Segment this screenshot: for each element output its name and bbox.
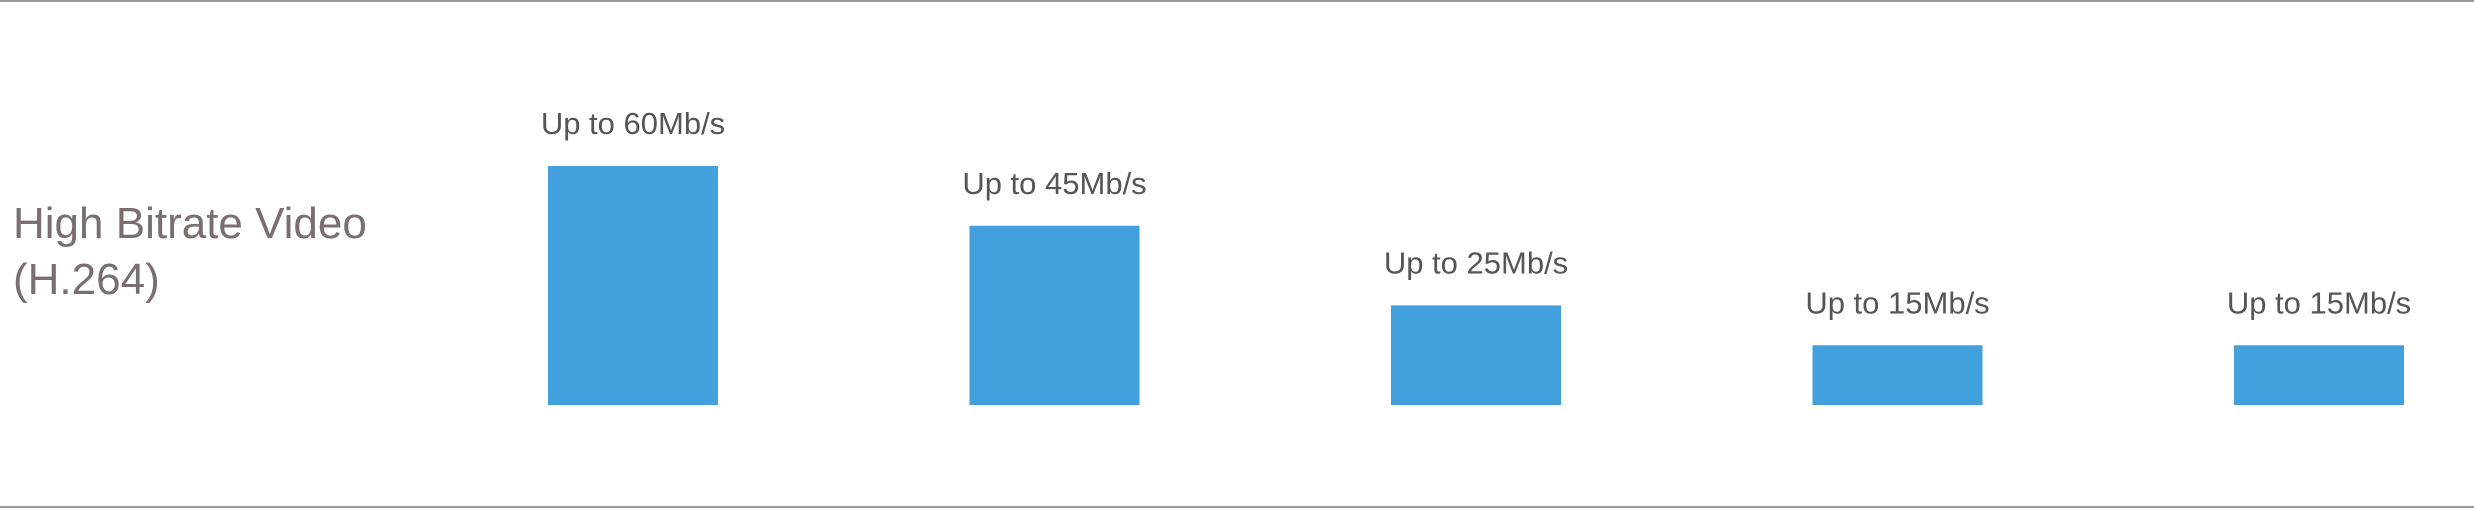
bar	[2234, 345, 2404, 405]
value-label: Up to 15Mb/s	[2227, 285, 2411, 320]
bar	[1812, 345, 1983, 405]
bar	[969, 225, 1140, 405]
bar	[1391, 305, 1561, 405]
value-label: Up to 45Mb/s	[962, 166, 1146, 201]
chart-title: High Bitrate Video (H.264)	[13, 199, 367, 304]
value-label: Up to 15Mb/s	[1805, 285, 1989, 320]
value-label: Up to 60Mb/s	[541, 106, 725, 141]
bar	[548, 166, 718, 405]
value-label: Up to 25Mb/s	[1384, 245, 1568, 280]
